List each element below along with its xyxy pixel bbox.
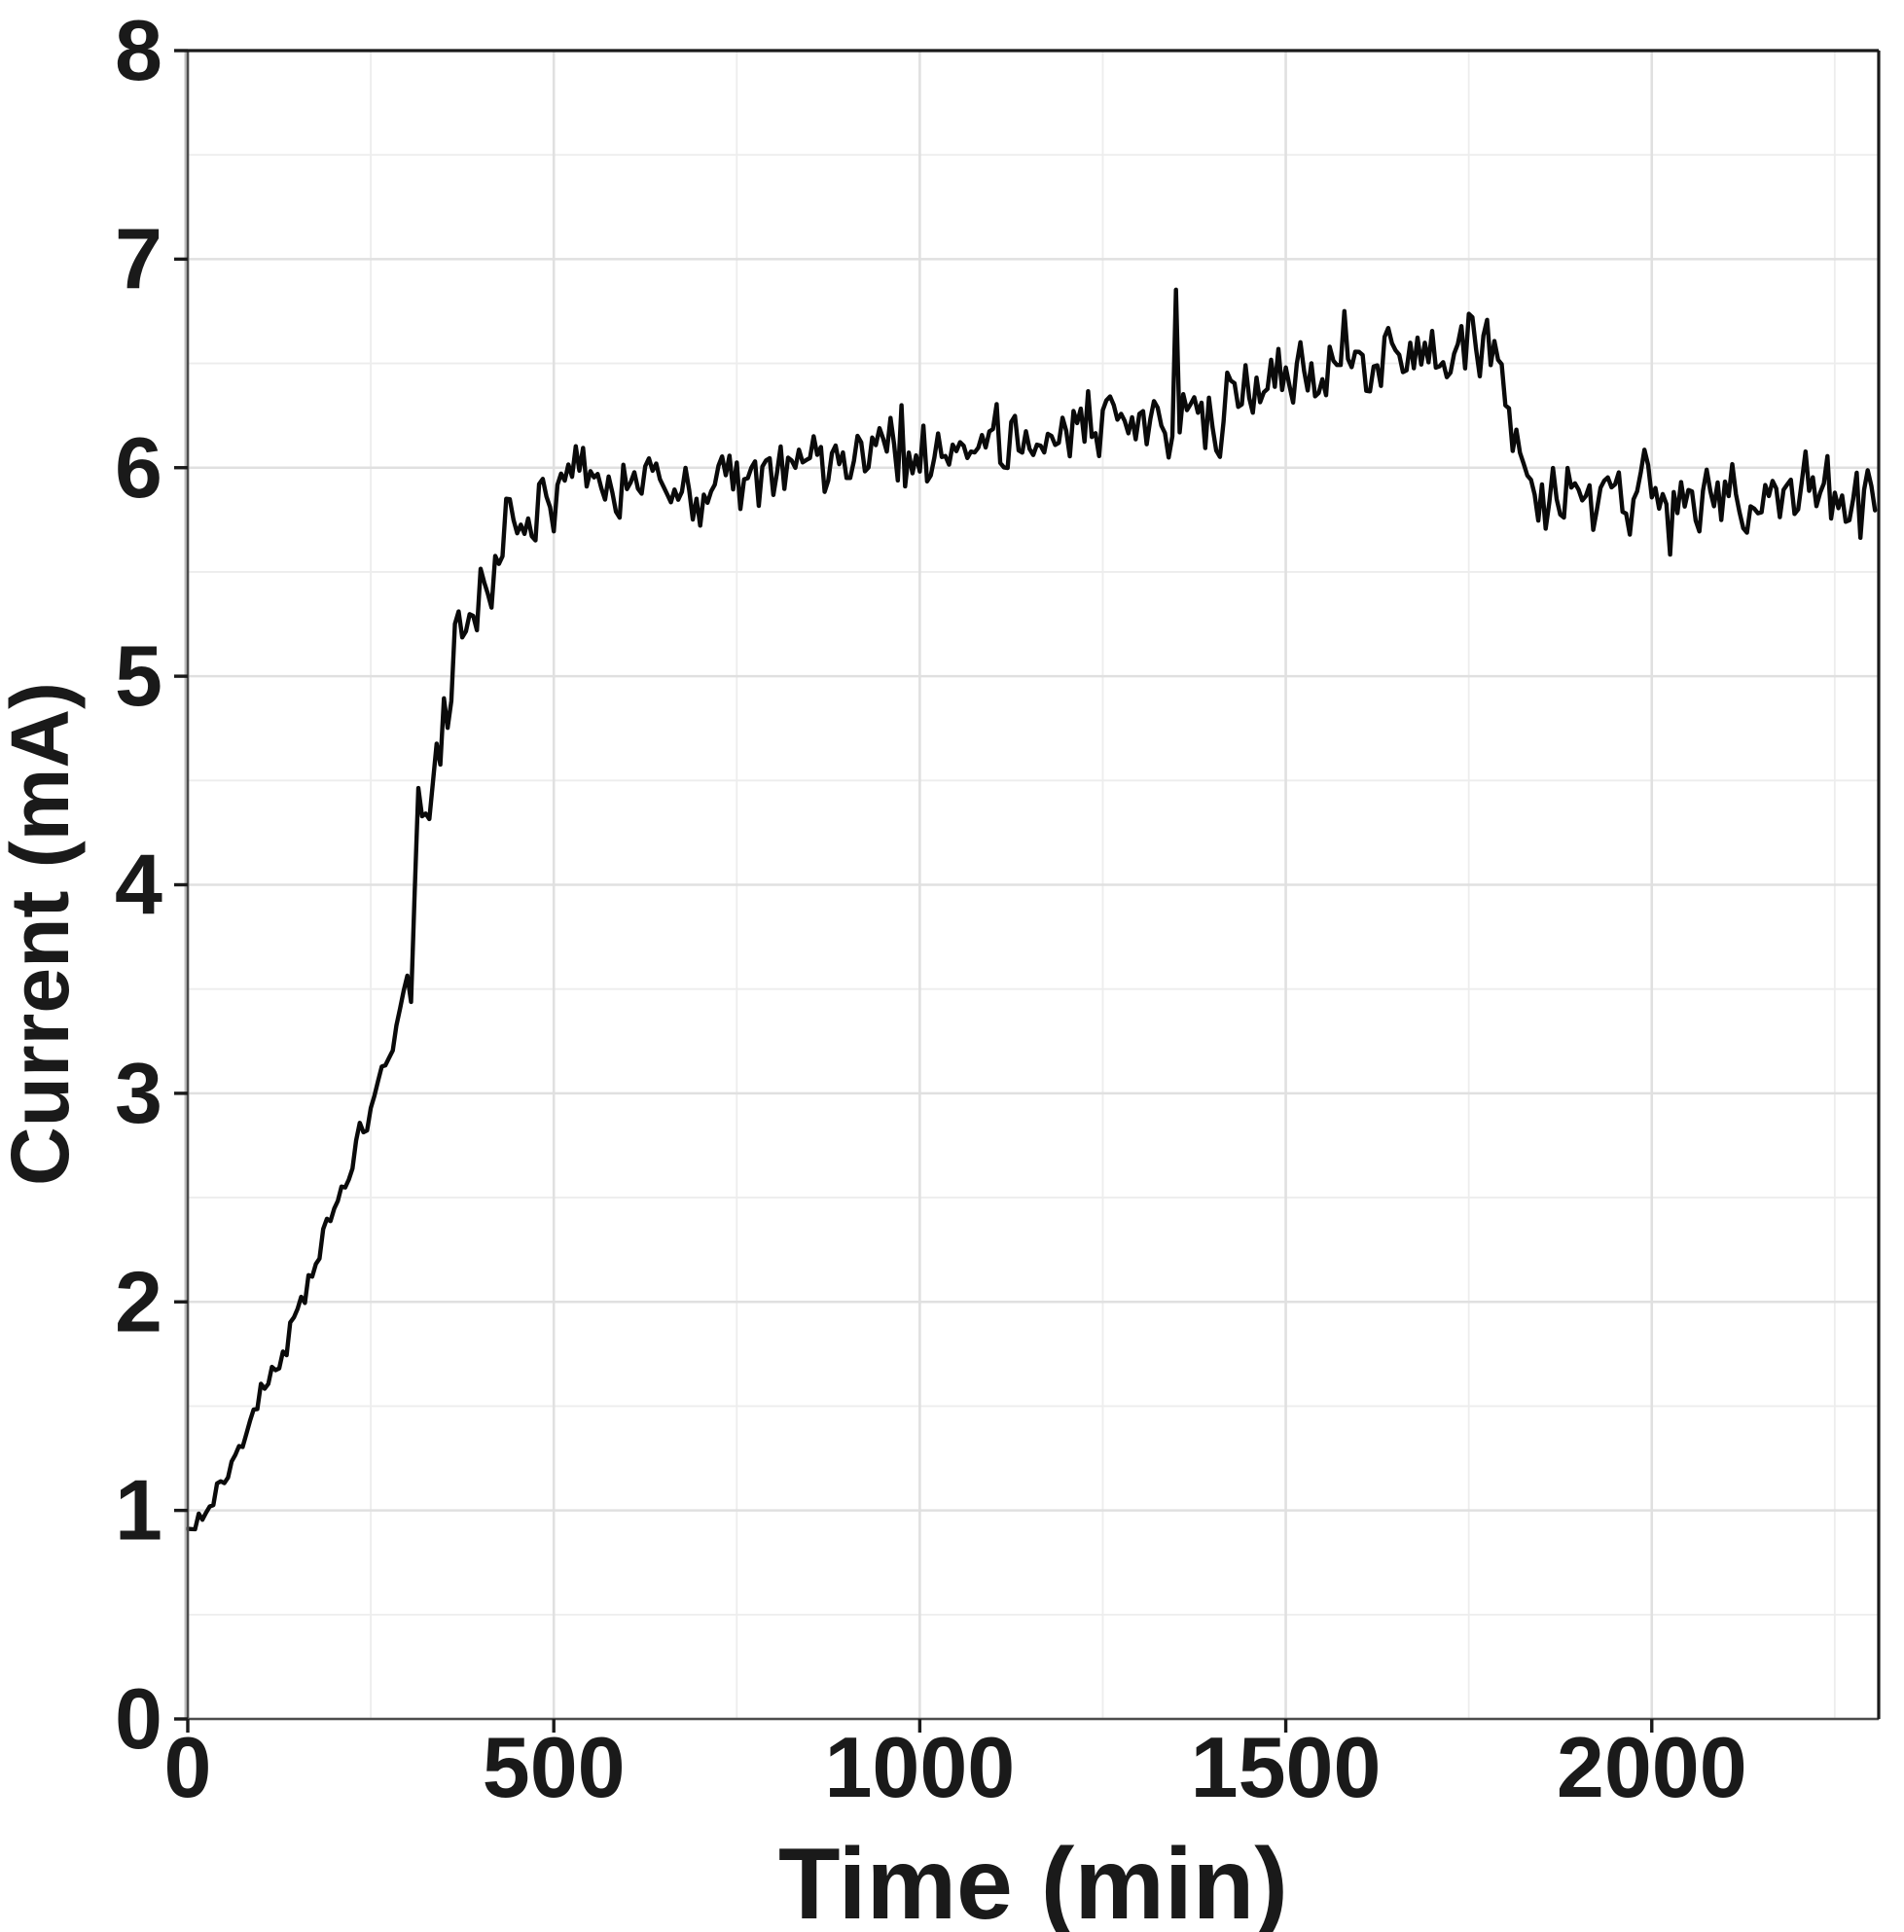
svg-text:5: 5 bbox=[115, 627, 162, 724]
svg-text:Time (min): Time (min) bbox=[778, 1828, 1288, 1932]
svg-text:500: 500 bbox=[483, 1719, 626, 1815]
svg-text:0: 0 bbox=[115, 1670, 162, 1767]
svg-text:1000: 1000 bbox=[824, 1719, 1015, 1815]
svg-text:1500: 1500 bbox=[1191, 1719, 1382, 1815]
svg-text:6: 6 bbox=[115, 419, 162, 516]
svg-text:8: 8 bbox=[115, 2, 162, 98]
svg-text:2000: 2000 bbox=[1557, 1719, 1747, 1815]
svg-text:1: 1 bbox=[115, 1462, 162, 1558]
svg-text:7: 7 bbox=[115, 210, 162, 306]
svg-text:2: 2 bbox=[115, 1253, 162, 1349]
svg-text:0: 0 bbox=[164, 1719, 212, 1815]
svg-text:3: 3 bbox=[115, 1045, 162, 1141]
svg-text:Current (mA): Current (mA) bbox=[0, 682, 86, 1186]
svg-text:4: 4 bbox=[115, 837, 162, 933]
